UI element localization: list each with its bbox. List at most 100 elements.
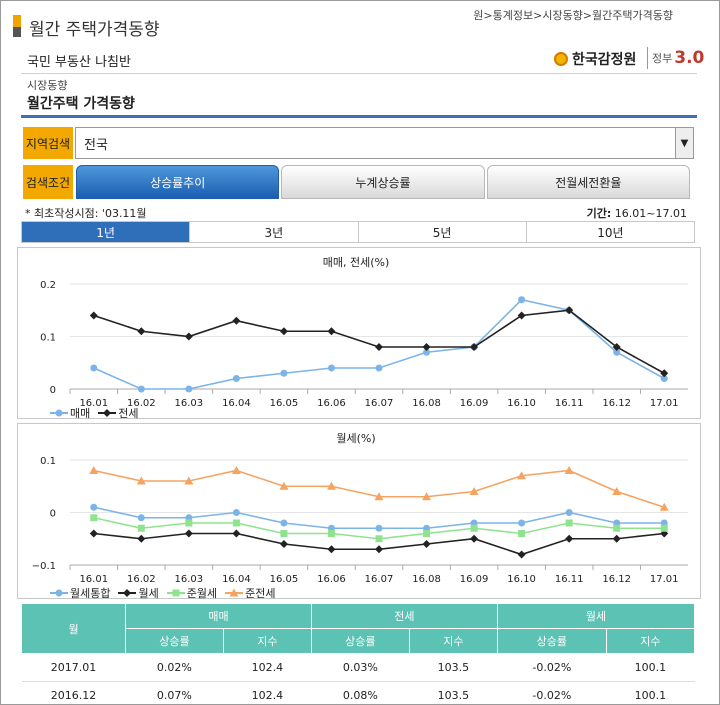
data-point[interactable] <box>280 530 288 537</box>
x-tick-label: 16.09 <box>460 574 489 585</box>
org-logo[interactable]: 한국감정원 <box>554 48 636 70</box>
data-point[interactable] <box>470 343 479 351</box>
data-point[interactable] <box>565 306 574 315</box>
data-point[interactable] <box>327 545 336 554</box>
data-point[interactable] <box>612 534 621 543</box>
data-point[interactable] <box>185 519 193 527</box>
data-point[interactable] <box>565 519 573 527</box>
legend-marker-icon[interactable] <box>55 409 63 417</box>
data-point[interactable] <box>423 530 431 537</box>
legend-item[interactable]: 준전세 <box>225 585 275 601</box>
range-tab-3y[interactable]: 3년 <box>190 222 359 242</box>
legend-item[interactable]: 월세 <box>118 585 159 601</box>
data-point[interactable] <box>613 348 621 356</box>
legend-marker-icon[interactable] <box>55 589 63 597</box>
data-point[interactable] <box>232 316 241 325</box>
data-point[interactable] <box>470 524 478 532</box>
table-row: 2016.12 0.07% 102.4 0.08% 103.5 -0.02% 1… <box>21 681 695 704</box>
data-point[interactable] <box>565 534 574 543</box>
data-point[interactable] <box>374 492 384 501</box>
chevron-down-icon[interactable]: ▼ <box>675 128 693 158</box>
series-diamond <box>89 529 669 559</box>
data-point[interactable] <box>517 471 527 480</box>
data-point[interactable] <box>375 545 383 554</box>
legend-item[interactable]: 전세 <box>98 405 139 421</box>
data-point[interactable] <box>137 514 145 522</box>
data-point[interactable] <box>565 509 573 516</box>
data-point[interactable] <box>612 343 621 351</box>
data-point[interactable] <box>137 385 145 393</box>
range-tab-1y[interactable]: 1년 <box>22 222 191 242</box>
x-tick-label: 16.02 <box>127 574 156 585</box>
data-point[interactable] <box>184 332 193 341</box>
data-point[interactable] <box>518 519 526 527</box>
range-tab-5y[interactable]: 5년 <box>358 222 527 242</box>
data-point[interactable] <box>660 375 668 382</box>
data-point[interactable] <box>184 529 193 538</box>
series-square <box>90 514 668 543</box>
legend-marker-icon[interactable] <box>103 409 112 417</box>
breadcrumb[interactable]: 원>통계정보>시장동향>월간주택가격동향 <box>473 9 673 22</box>
data-point[interactable] <box>613 524 621 532</box>
data-point[interactable] <box>280 369 288 377</box>
tab-growth-trend[interactable]: 상승률추이 <box>76 165 280 199</box>
data-point[interactable] <box>232 509 240 516</box>
data-point[interactable] <box>185 385 193 393</box>
data-point[interactable] <box>517 550 526 559</box>
data-point[interactable] <box>327 364 335 372</box>
data-point[interactable] <box>660 369 669 378</box>
data-point[interactable] <box>89 466 99 474</box>
data-point[interactable] <box>232 519 240 527</box>
data-point[interactable] <box>659 502 669 511</box>
data-point[interactable] <box>184 476 194 485</box>
data-point[interactable] <box>137 534 146 543</box>
data-point[interactable] <box>422 540 431 548</box>
data-point[interactable] <box>470 534 479 543</box>
data-point[interactable] <box>232 375 240 382</box>
data-point[interactable] <box>136 476 146 485</box>
legend-marker-icon[interactable] <box>123 589 132 597</box>
chart-legend: 매매 전세 <box>50 405 139 421</box>
data-point[interactable] <box>232 529 241 538</box>
tab-cumulative-growth[interactable]: 누계상승률 <box>281 165 485 199</box>
data-point[interactable] <box>280 519 288 527</box>
data-point[interactable] <box>90 514 98 522</box>
region-select[interactable]: 전국 ▼ <box>75 127 694 159</box>
chart-svg: 월세(%) 0.1 0 −0.1 16.01 16.02 16.03 16.04 16.05 16… <box>32 432 688 585</box>
data-point[interactable] <box>517 311 526 320</box>
data-point[interactable] <box>422 492 432 501</box>
data-point[interactable] <box>89 529 98 538</box>
data-point[interactable] <box>137 524 145 532</box>
legend-marker-icon[interactable] <box>229 588 239 597</box>
data-point[interactable] <box>375 343 383 351</box>
data-point[interactable] <box>423 348 431 356</box>
data-point[interactable] <box>518 296 526 304</box>
data-point[interactable] <box>422 343 431 351</box>
data-point[interactable] <box>89 311 98 320</box>
data-point[interactable] <box>660 524 668 532</box>
data-point[interactable] <box>327 327 336 336</box>
legend-item[interactable]: 준월세 <box>166 585 217 601</box>
data-point[interactable] <box>375 364 383 372</box>
data-point[interactable] <box>375 524 383 532</box>
tab-conversion-rate[interactable]: 전월세전환율 <box>486 165 690 199</box>
data-point[interactable] <box>279 327 288 336</box>
data-point[interactable] <box>231 466 241 474</box>
data-point[interactable] <box>326 481 336 490</box>
data-point[interactable] <box>327 530 335 537</box>
data-point[interactable] <box>90 503 98 511</box>
data-point[interactable] <box>518 530 526 537</box>
legend-marker-icon[interactable] <box>172 589 180 597</box>
range-tab-10y[interactable]: 10년 <box>526 222 694 242</box>
legend-item[interactable]: 월세통합 <box>50 585 110 601</box>
data-point[interactable] <box>90 364 98 372</box>
data-point[interactable] <box>612 487 622 495</box>
data-point[interactable] <box>279 540 288 548</box>
data-point[interactable] <box>375 535 383 543</box>
data-point[interactable] <box>469 487 479 495</box>
cell-jeonse-index: 103.5 <box>409 681 498 704</box>
legend-item[interactable]: 매매 <box>50 405 90 421</box>
data-point[interactable] <box>564 466 574 474</box>
data-point[interactable] <box>137 327 146 336</box>
data-point[interactable] <box>279 481 289 490</box>
